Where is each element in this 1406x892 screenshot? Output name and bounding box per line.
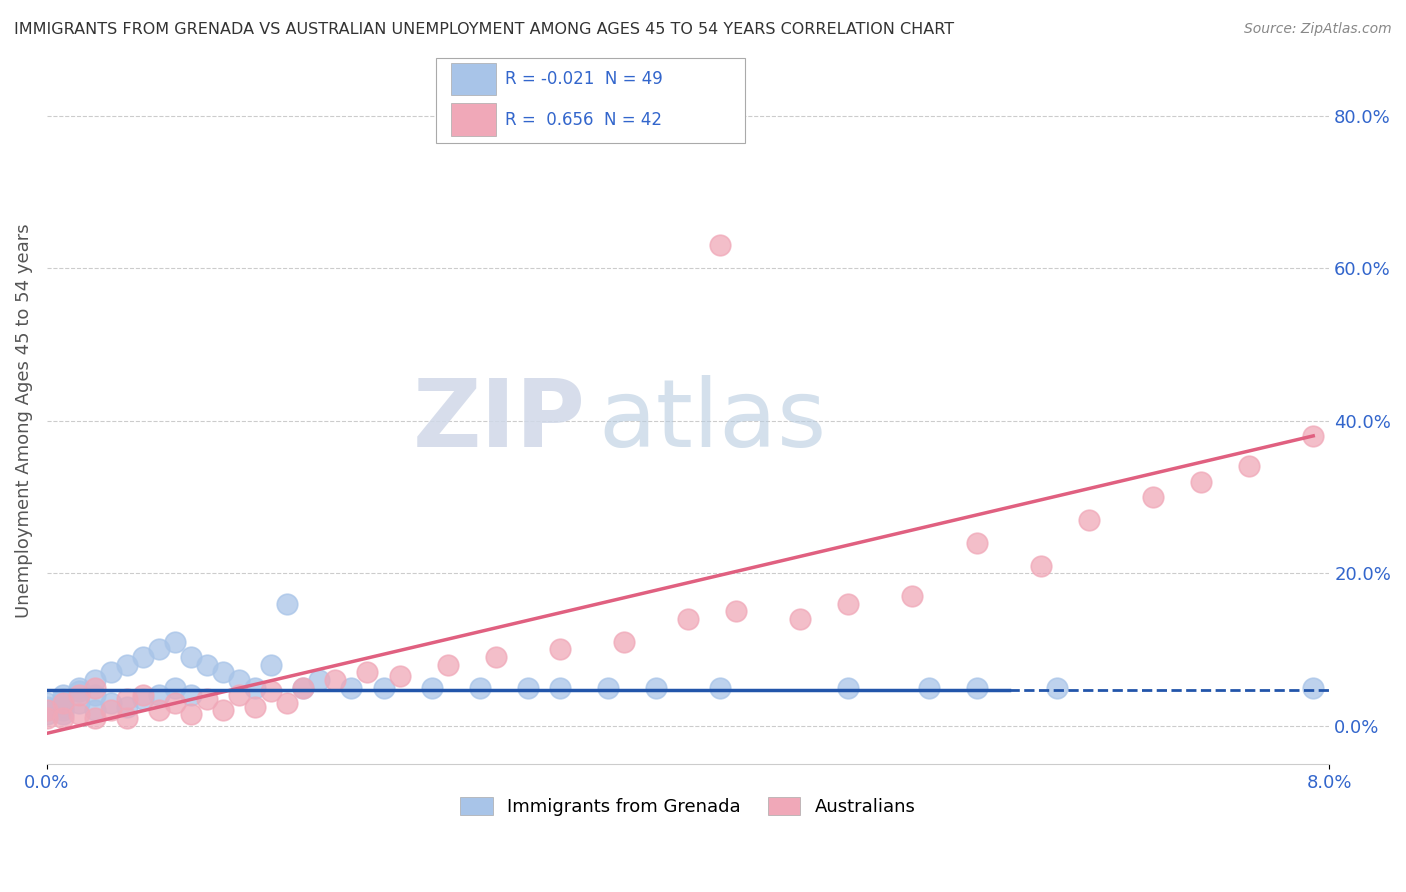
Point — [725, 604, 748, 618]
Point — [373, 681, 395, 695]
Point — [276, 597, 298, 611]
Point — [548, 681, 571, 695]
Point — [245, 699, 267, 714]
Point — [148, 703, 170, 717]
Text: ZIP: ZIP — [412, 375, 585, 467]
Point — [35, 703, 58, 717]
Point — [1189, 475, 1212, 489]
Point — [245, 681, 267, 695]
Point — [709, 681, 731, 695]
Point — [67, 696, 90, 710]
Point — [436, 657, 458, 672]
Point — [132, 692, 155, 706]
Point — [212, 703, 235, 717]
Point — [420, 681, 443, 695]
Point — [709, 238, 731, 252]
Point — [52, 699, 75, 714]
Point — [52, 711, 75, 725]
Point — [132, 650, 155, 665]
Text: R = -0.021  N = 49: R = -0.021 N = 49 — [505, 70, 662, 88]
Point — [468, 681, 491, 695]
Point — [165, 696, 187, 710]
Point — [325, 673, 347, 687]
Point — [292, 681, 315, 695]
Point — [35, 703, 58, 717]
Point — [52, 707, 75, 722]
Point — [84, 688, 107, 702]
Point — [148, 642, 170, 657]
Point — [212, 665, 235, 680]
Point — [276, 696, 298, 710]
Point — [148, 688, 170, 702]
Legend: Immigrants from Grenada, Australians: Immigrants from Grenada, Australians — [453, 789, 922, 823]
Point — [789, 612, 811, 626]
Point — [84, 711, 107, 725]
Point — [52, 703, 75, 717]
Point — [1302, 681, 1324, 695]
Point — [901, 589, 924, 603]
Text: R =  0.656  N = 42: R = 0.656 N = 42 — [505, 111, 662, 128]
Point — [1142, 490, 1164, 504]
Point — [52, 692, 75, 706]
Point — [35, 696, 58, 710]
Point — [1302, 429, 1324, 443]
Point — [115, 711, 138, 725]
Point — [195, 692, 218, 706]
Point — [340, 681, 363, 695]
Point — [195, 657, 218, 672]
Point — [84, 673, 107, 687]
Point — [676, 612, 699, 626]
Point — [966, 535, 988, 549]
Point — [165, 681, 187, 695]
Y-axis label: Unemployment Among Ages 45 to 54 years: Unemployment Among Ages 45 to 54 years — [15, 223, 32, 618]
Point — [35, 699, 58, 714]
Point — [180, 650, 202, 665]
Point — [165, 635, 187, 649]
Point — [228, 673, 250, 687]
Point — [67, 684, 90, 698]
Point — [1077, 513, 1099, 527]
Point — [837, 597, 859, 611]
Text: IMMIGRANTS FROM GRENADA VS AUSTRALIAN UNEMPLOYMENT AMONG AGES 45 TO 54 YEARS COR: IMMIGRANTS FROM GRENADA VS AUSTRALIAN UN… — [14, 22, 955, 37]
Point — [308, 673, 330, 687]
Point — [966, 681, 988, 695]
Point — [485, 650, 508, 665]
Text: Source: ZipAtlas.com: Source: ZipAtlas.com — [1244, 22, 1392, 37]
Point — [115, 699, 138, 714]
Point — [1046, 681, 1069, 695]
Point — [100, 665, 122, 680]
Point — [180, 707, 202, 722]
Point — [100, 696, 122, 710]
Point — [356, 665, 378, 680]
Point — [52, 696, 75, 710]
Text: atlas: atlas — [599, 375, 827, 467]
Point — [1029, 558, 1052, 573]
Point — [1237, 459, 1260, 474]
Point — [67, 681, 90, 695]
Point — [917, 681, 939, 695]
Point — [100, 703, 122, 717]
Point — [132, 688, 155, 702]
Point — [516, 681, 538, 695]
Point — [613, 635, 636, 649]
Point — [84, 703, 107, 717]
Point — [645, 681, 668, 695]
Point — [35, 707, 58, 722]
Point — [35, 711, 58, 725]
Point — [67, 707, 90, 722]
Point — [228, 688, 250, 702]
Point — [260, 684, 283, 698]
Point — [596, 681, 619, 695]
Point — [548, 642, 571, 657]
Point — [52, 688, 75, 702]
Point — [115, 657, 138, 672]
Point — [292, 681, 315, 695]
Point — [115, 692, 138, 706]
Point — [67, 688, 90, 702]
Point — [84, 681, 107, 695]
Point — [180, 688, 202, 702]
Point — [260, 657, 283, 672]
Point — [388, 669, 411, 683]
Point — [837, 681, 859, 695]
